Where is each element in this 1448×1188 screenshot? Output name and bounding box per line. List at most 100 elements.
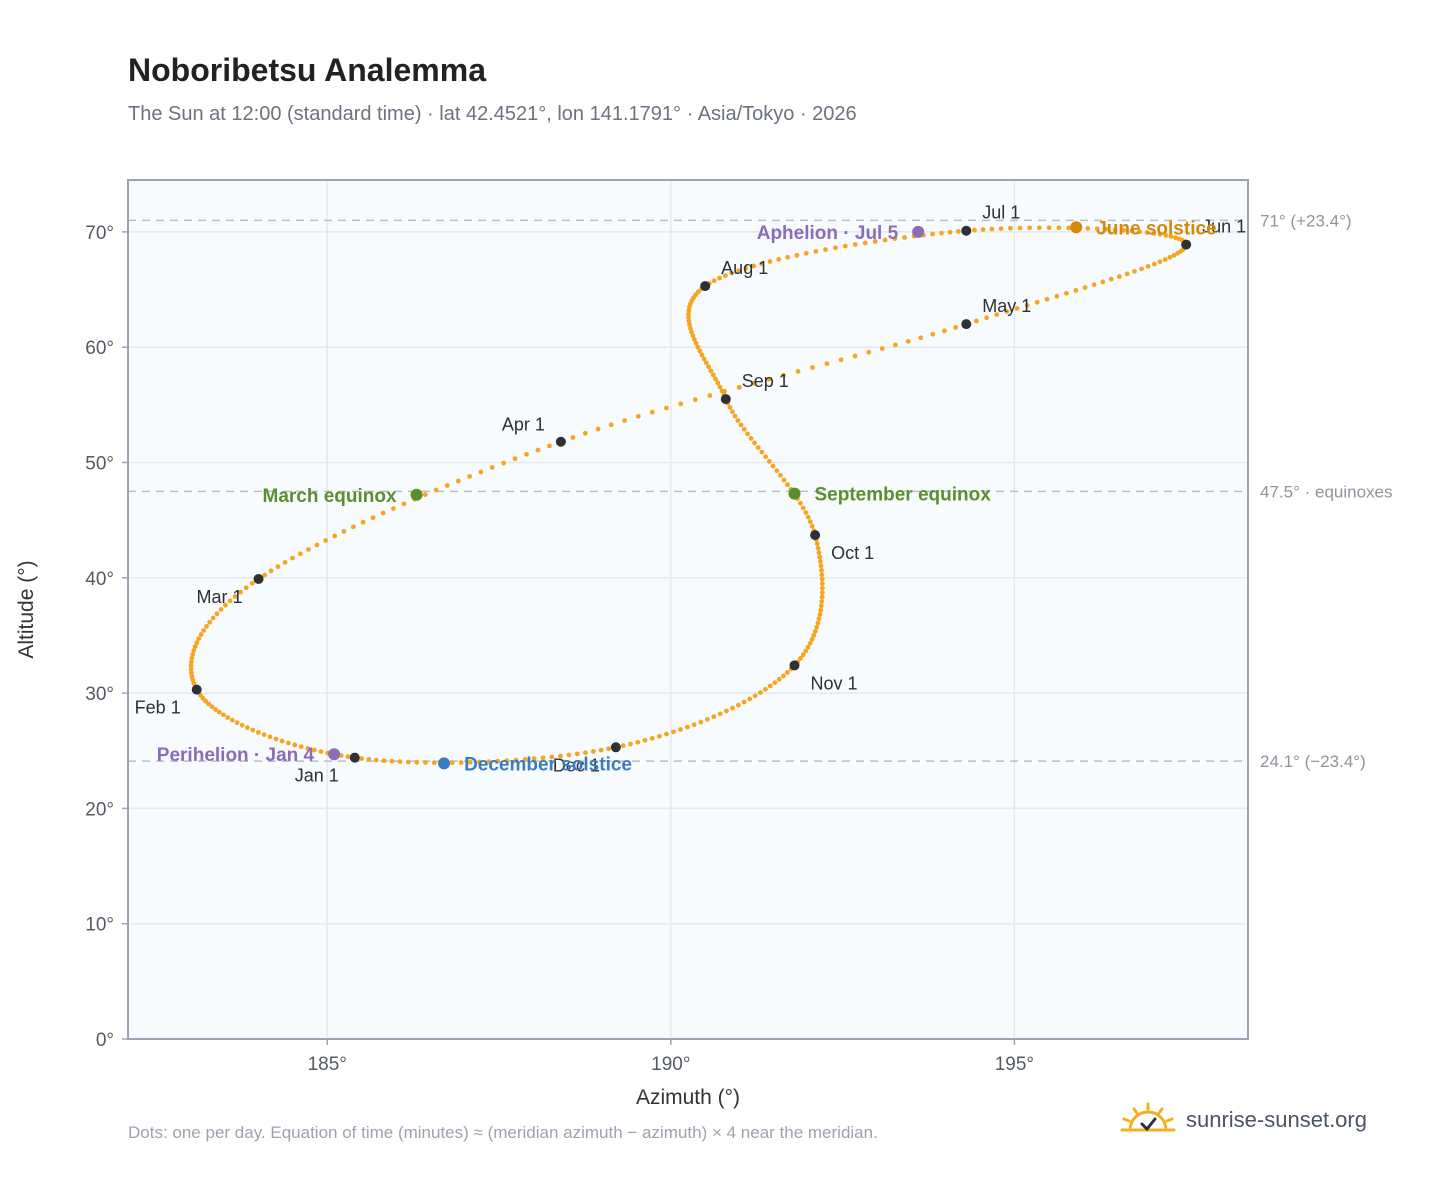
event-dot <box>788 487 801 500</box>
day-dot <box>380 510 386 516</box>
day-dot <box>522 757 528 762</box>
day-dot <box>297 551 303 557</box>
day-dot <box>735 702 741 708</box>
month-dot <box>700 281 711 292</box>
day-dot <box>642 737 648 743</box>
month-dot <box>610 742 621 753</box>
day-dot <box>811 632 817 638</box>
day-dot <box>818 559 823 564</box>
reference-lines: 71° (+23.4°) 47.5° · equinoxes 24.1° (−23.… <box>128 211 1393 771</box>
day-dot <box>818 607 824 613</box>
day-dot <box>664 405 669 411</box>
event-label: September equinox <box>815 485 992 506</box>
event-markers: March equinox September equinox June solst… <box>157 218 1217 775</box>
day-dot <box>705 716 710 722</box>
axes: 185° 190° 195° 0° 10° 20° 30° 40° 50° 60° 70° Azimu… <box>15 223 1034 1109</box>
day-dot <box>803 510 809 515</box>
day-dot <box>902 235 907 240</box>
day-dot <box>755 445 761 450</box>
day-dot <box>692 397 698 403</box>
day-dot <box>1036 225 1042 231</box>
day-dot <box>729 270 735 276</box>
day-dot <box>763 454 768 460</box>
day-dot <box>188 663 194 668</box>
brand[interactable]: sunrise-sunset.org <box>1120 1102 1367 1138</box>
month-label: Apr 1 <box>502 415 545 435</box>
y-tick-label: 20° <box>85 799 114 820</box>
day-dot <box>819 590 825 596</box>
day-dot <box>813 249 819 254</box>
day-dot <box>686 315 691 320</box>
day-dot <box>583 750 588 756</box>
day-dot <box>942 328 947 334</box>
day-dot <box>1144 230 1150 235</box>
day-dot <box>229 717 235 723</box>
month-dot <box>253 573 264 584</box>
day-dot <box>332 533 338 539</box>
day-dot <box>872 239 878 244</box>
day-dot <box>273 736 279 742</box>
day-dot <box>862 240 868 246</box>
day-dot <box>311 747 317 753</box>
day-dot <box>232 594 238 599</box>
day-dot <box>819 581 825 587</box>
day-dot <box>261 732 267 738</box>
day-dot <box>574 751 580 757</box>
day-dot <box>1157 231 1163 237</box>
day-dot <box>747 696 753 702</box>
day-dot <box>628 741 633 747</box>
day-dot <box>690 333 696 339</box>
day-dot <box>649 409 655 415</box>
day-dot <box>206 701 212 707</box>
day-dot <box>751 380 757 386</box>
day-dot <box>306 546 311 552</box>
event-label: December solstice <box>464 754 632 775</box>
day-dot <box>664 731 669 737</box>
month-dot <box>961 319 972 330</box>
day-dot <box>285 740 291 746</box>
sunrise-logo-icon <box>1120 1102 1176 1132</box>
day-dot <box>656 733 662 739</box>
day-dot <box>501 460 507 466</box>
day-dot <box>842 243 848 249</box>
month-dot <box>555 436 566 447</box>
day-dot <box>198 632 204 637</box>
day-dot <box>389 758 395 764</box>
day-dot <box>736 384 742 390</box>
day-dot <box>781 673 786 679</box>
day-dot <box>458 760 464 765</box>
day-dot <box>279 738 285 744</box>
day-dot <box>939 230 944 236</box>
day-dot <box>767 683 773 689</box>
day-dot <box>566 752 572 758</box>
day-dot <box>852 353 858 359</box>
event-label: Perihelion · Jan 4 <box>157 745 315 766</box>
day-dot <box>582 430 588 436</box>
month-label: Jul 1 <box>982 203 1020 223</box>
reference-line-label: 71° (+23.4°) <box>1260 211 1352 230</box>
day-dot <box>730 705 735 711</box>
day-dot <box>684 724 690 730</box>
day-dot <box>930 231 935 237</box>
y-tick-label: 60° <box>85 338 114 359</box>
event-dot <box>1070 221 1083 234</box>
day-dot <box>972 227 977 233</box>
day-dot <box>292 742 298 748</box>
month-dot <box>789 660 800 671</box>
day-dot <box>381 758 387 764</box>
day-dot <box>1008 225 1013 231</box>
day-dot <box>1082 285 1088 290</box>
day-dot <box>1157 259 1163 265</box>
day-dot <box>366 756 372 762</box>
day-dot <box>513 757 519 763</box>
day-dot <box>794 252 800 258</box>
day-dot <box>994 312 1000 318</box>
day-dot <box>732 413 738 419</box>
day-dot <box>268 568 274 574</box>
day-dot <box>249 580 255 586</box>
day-dot <box>719 388 725 394</box>
day-dot <box>918 335 924 341</box>
day-dot <box>774 468 780 474</box>
day-dot <box>391 506 396 511</box>
day-dot <box>784 670 790 675</box>
